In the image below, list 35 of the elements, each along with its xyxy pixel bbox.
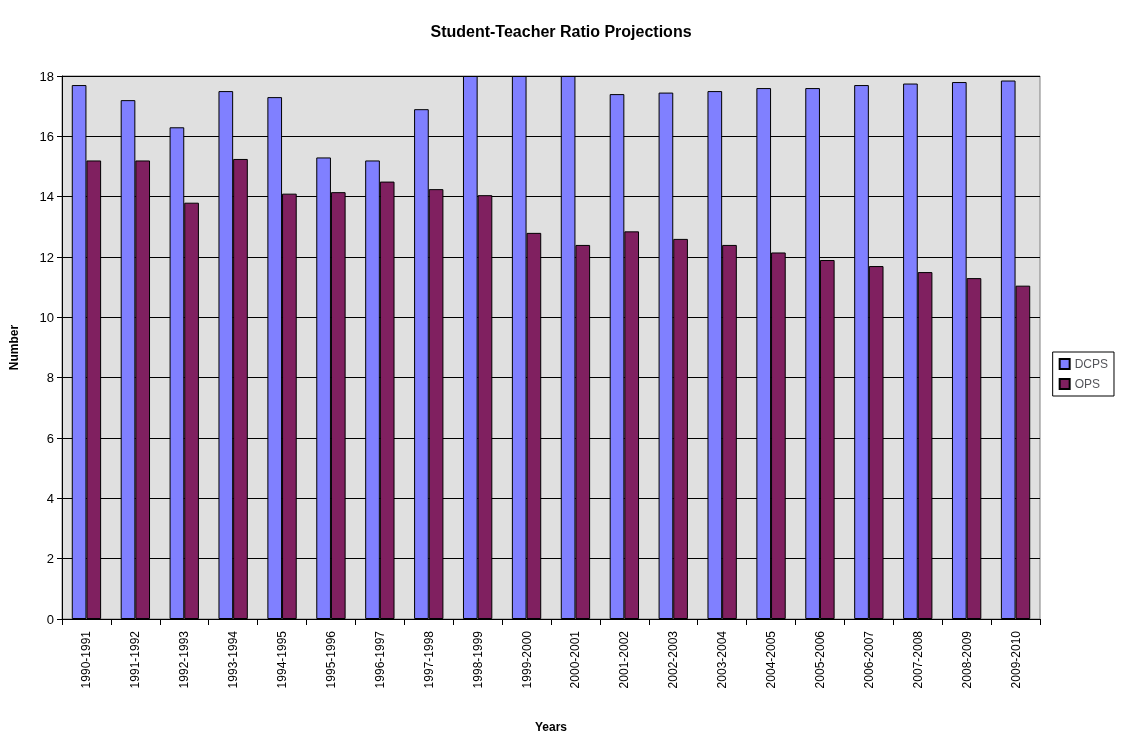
- x-tick-label: 1997-1998: [421, 630, 436, 689]
- x-tick-label: 1995-1996: [323, 630, 338, 689]
- y-tick-label: 6: [46, 430, 54, 446]
- x-tick-label: 1996-1997: [372, 630, 387, 689]
- x-tick-label: 2008-2009: [959, 630, 974, 689]
- x-tick-label: 2006-2007: [861, 630, 876, 689]
- y-tick-label: 10: [39, 309, 54, 325]
- chart-title: Student-Teacher Ratio Projections: [430, 22, 692, 40]
- x-tick-label: 2007-2008: [910, 630, 925, 689]
- legend-label: DCPS: [1074, 357, 1108, 371]
- x-tick-label: 2004-2005: [764, 630, 779, 689]
- y-tick-label: 16: [39, 128, 54, 144]
- x-tick-label: 1994-1995: [275, 630, 290, 689]
- x-tick-label: 1998-1999: [470, 630, 485, 689]
- x-tick-label: 1991-1992: [128, 630, 143, 689]
- y-axis-title: Number: [7, 324, 21, 371]
- legend-label: OPS: [1074, 377, 1100, 391]
- y-tick-label: 8: [46, 370, 54, 386]
- y-tick-label: 2: [46, 551, 54, 567]
- x-tick-label: 2001-2002: [617, 630, 632, 689]
- x-tick-label: 1990-1991: [79, 630, 94, 689]
- x-tick-label: 1999-2000: [519, 630, 534, 689]
- x-tick-label: 2009-2010: [1008, 630, 1023, 689]
- x-tick-label: 2003-2004: [715, 630, 730, 689]
- y-tick-label: 14: [39, 189, 54, 205]
- x-tick-label: 1992-1993: [177, 630, 192, 689]
- y-tick-label: 18: [39, 68, 54, 84]
- x-tick-label: 1993-1994: [226, 630, 241, 689]
- y-tick-label: 12: [39, 249, 54, 265]
- x-tick-label: 2000-2001: [568, 630, 583, 689]
- x-tick-label: 2005-2006: [812, 630, 827, 689]
- x-tick-label: 2002-2003: [666, 630, 681, 689]
- y-tick-label: 4: [46, 490, 54, 506]
- x-axis-title: Years: [534, 720, 568, 734]
- y-tick-label: 0: [46, 611, 54, 627]
